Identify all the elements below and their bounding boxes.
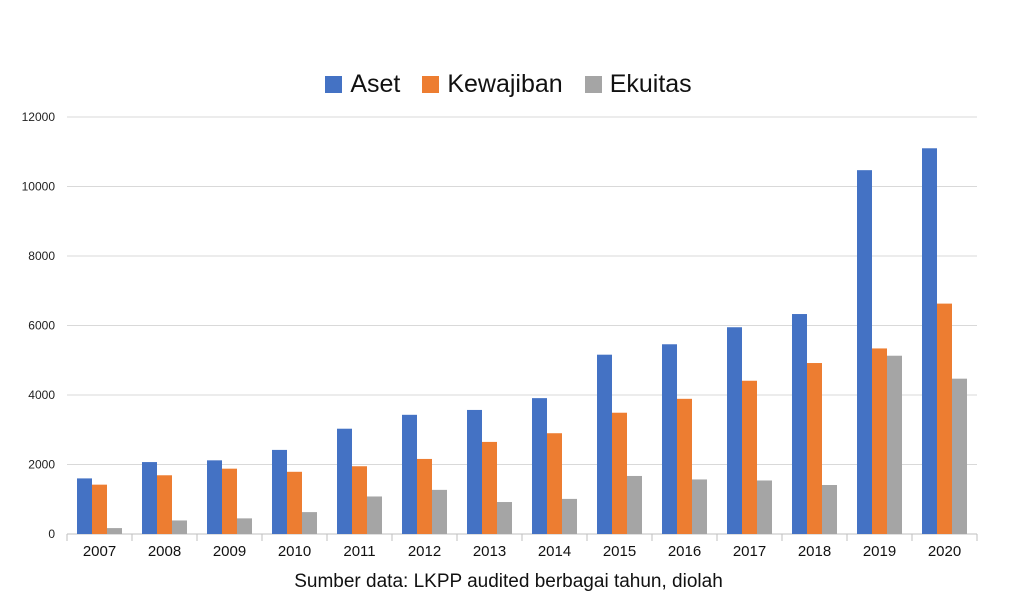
bar-kewajiban-2009: [222, 468, 237, 534]
bar-aset-2019: [857, 170, 872, 535]
bar-aset-2020: [922, 148, 937, 534]
legend-swatch-kewajiban: [422, 76, 440, 93]
bar-kewajiban-2015: [612, 412, 627, 534]
bar-kewajiban-2020: [937, 303, 952, 534]
bar-ekuitas-2018: [822, 485, 837, 534]
legend-item-ekuitas: Ekuitas: [584, 70, 692, 99]
bar-kewajiban-2017: [742, 380, 757, 534]
bar-kewajiban-2007: [92, 484, 107, 534]
bar-aset-2010: [272, 449, 287, 534]
bar-aset-2013: [467, 409, 482, 534]
legend-label-ekuitas: Ekuitas: [609, 70, 692, 98]
bar-kewajiban-2012: [417, 458, 432, 534]
y-tick-label: 6000: [28, 319, 55, 333]
bar-ekuitas-2020: [952, 378, 967, 534]
bar-kewajiban-2018: [807, 363, 822, 534]
bar-kewajiban-2008: [157, 475, 172, 534]
x-tick-label: 2020: [928, 543, 961, 560]
bar-ekuitas-2014: [562, 498, 577, 534]
x-tick-label: 2017: [733, 543, 766, 560]
bar-ekuitas-2010: [302, 512, 317, 534]
legend-item-aset: Aset: [325, 70, 400, 99]
bar-aset-2008: [142, 462, 157, 534]
bar-aset-2016: [662, 344, 677, 534]
y-tick-label: 12000: [22, 110, 56, 124]
legend: Aset Kewajiban Ekuitas: [0, 70, 1017, 99]
bar-ekuitas-2012: [432, 489, 447, 534]
x-tick-label: 2019: [863, 543, 896, 560]
legend-swatch-ekuitas: [584, 76, 602, 93]
bar-aset-2018: [792, 314, 807, 534]
legend-label-aset: Aset: [350, 70, 401, 98]
x-tick-label: 2009: [213, 543, 246, 560]
bar-ekuitas-2017: [757, 480, 772, 534]
y-tick-label: 10000: [22, 180, 56, 194]
x-tick-label: 2007: [83, 543, 116, 560]
x-tick-label: 2012: [408, 543, 441, 560]
bar-ekuitas-2019: [887, 355, 902, 534]
bar-ekuitas-2011: [367, 496, 382, 534]
y-tick-label: 4000: [28, 388, 55, 402]
y-tick-label: 2000: [28, 458, 55, 472]
x-tick-label: 2008: [148, 543, 181, 560]
bar-aset-2011: [337, 428, 352, 534]
y-tick-label: 8000: [28, 249, 55, 263]
bar-kewajiban-2011: [352, 466, 367, 534]
x-tick-label: 2018: [798, 543, 831, 560]
x-tick-label: 2010: [278, 543, 311, 560]
bar-ekuitas-2016: [692, 479, 707, 534]
legend-label-kewajiban: Kewajiban: [447, 70, 563, 98]
bar-aset-2009: [207, 460, 222, 534]
bar-aset-2015: [597, 354, 612, 534]
y-tick-label: 0: [48, 527, 55, 541]
bar-ekuitas-2008: [172, 520, 187, 534]
bar-aset-2014: [532, 398, 547, 534]
legend-item-kewajiban: Kewajiban: [422, 70, 563, 99]
bar-kewajiban-2016: [677, 398, 692, 534]
x-tick-label: 2015: [603, 543, 636, 560]
bar-kewajiban-2019: [872, 348, 887, 534]
bar-aset-2012: [402, 414, 417, 534]
x-tick-label: 2016: [668, 543, 701, 560]
x-tick-label: 2014: [538, 543, 571, 560]
x-tick-label: 2011: [343, 543, 375, 560]
source-note: Sumber data: LKPP audited berbagai tahun…: [294, 571, 723, 592]
bar-ekuitas-2007: [107, 528, 122, 534]
bar-aset-2017: [727, 327, 742, 534]
bar-ekuitas-2015: [627, 475, 642, 534]
legend-swatch-aset: [325, 76, 343, 93]
bar-kewajiban-2014: [547, 433, 562, 534]
bar-kewajiban-2010: [287, 471, 302, 534]
bar-aset-2007: [77, 478, 92, 534]
bar-ekuitas-2013: [497, 502, 512, 534]
x-tick-label: 2013: [473, 543, 506, 560]
bar-kewajiban-2013: [482, 441, 497, 534]
bar-ekuitas-2009: [237, 518, 252, 534]
